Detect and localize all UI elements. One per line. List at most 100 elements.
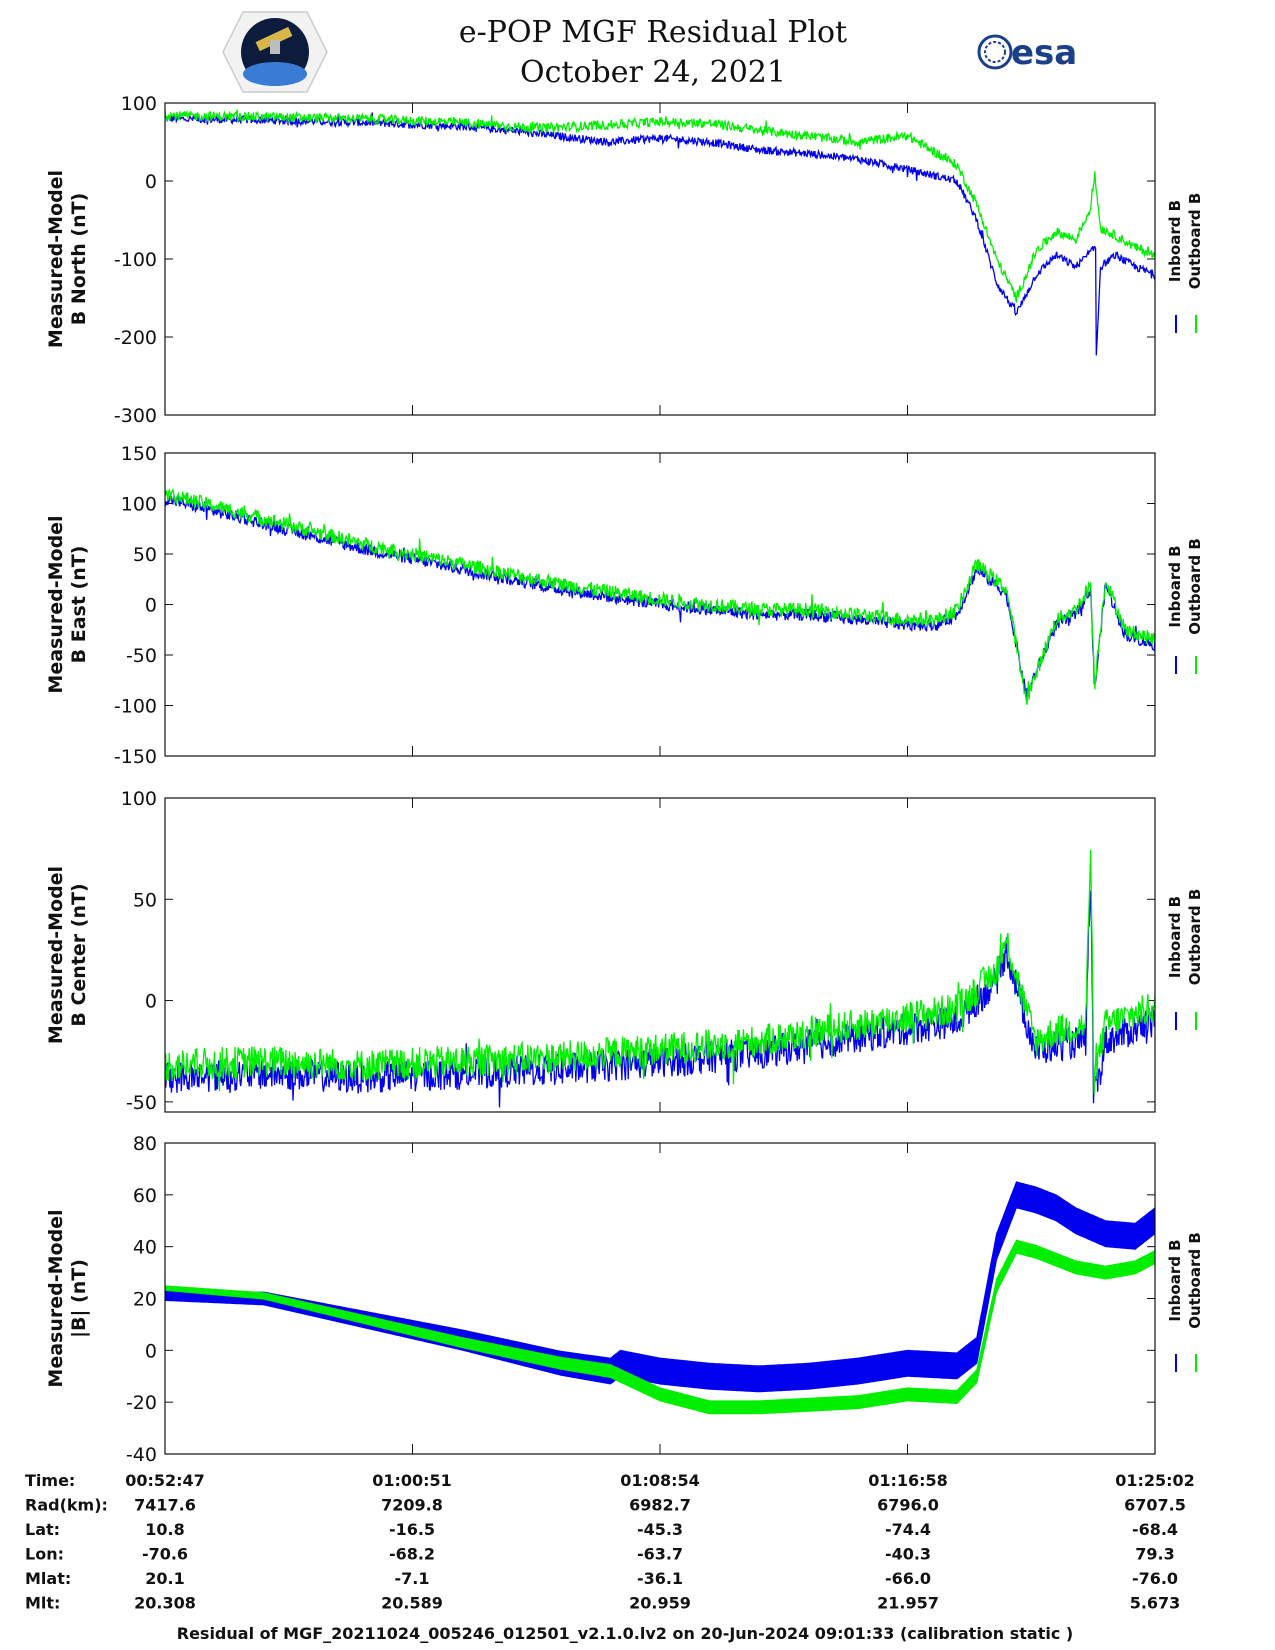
y-tick-label: 60 xyxy=(133,1185,157,1207)
y-axis-label: Measured-Model|B| (nT) xyxy=(45,1209,90,1387)
table-row-label: Mlt: xyxy=(25,1594,60,1613)
series-inboard-band xyxy=(165,1181,1155,1393)
table-cell: 21.957 xyxy=(877,1594,939,1613)
y-axis-label: Measured-ModelB East (nT) xyxy=(45,515,90,693)
y-axis-label-line: B East (nT) xyxy=(68,546,90,664)
legend: Inboard B Outboard B xyxy=(1166,889,1204,1030)
series-inboard-line xyxy=(165,112,1155,356)
table-cell: 20.1 xyxy=(145,1569,184,1588)
legend-label: Inboard B xyxy=(1166,896,1184,978)
footer-note: Residual of MGF_20211024_005246_012501_v… xyxy=(177,1624,1073,1643)
series-outboard-line xyxy=(165,849,1155,1095)
y-tick-label: 0 xyxy=(145,171,157,193)
y-tick-label: 0 xyxy=(145,991,157,1013)
table-cell: 6796.0 xyxy=(877,1496,939,1515)
table-cell: -16.5 xyxy=(389,1520,435,1539)
table-cell: 7209.8 xyxy=(381,1496,443,1515)
series-outboard-line xyxy=(165,109,1155,303)
y-axis-label-line: Measured-Model xyxy=(45,1209,67,1387)
y-axis-label-line: |B| (nT) xyxy=(68,1259,90,1338)
y-tick-label: 150 xyxy=(121,443,157,465)
info-table: Time: 00:52:47 01:00:51 01:08:54 01:16:58 01:… xyxy=(25,1471,1195,1613)
y-tick-label: -150 xyxy=(114,746,157,768)
y-tick-label: 80 xyxy=(133,1133,157,1155)
y-tick-label: 50 xyxy=(133,544,157,566)
table-cell: -7.1 xyxy=(395,1569,430,1588)
legend-label: Outboard B xyxy=(1186,193,1204,290)
table-cell: 00:52:47 xyxy=(125,1471,205,1490)
table-row-label: Lat: xyxy=(25,1520,60,1539)
plot-frame xyxy=(164,452,1156,757)
y-axis-label-line: B Center (nT) xyxy=(68,883,90,1026)
y-tick-label: -40 xyxy=(126,1444,157,1466)
y-tick-label: 0 xyxy=(145,1340,157,1362)
legend-label: Inboard B xyxy=(1166,1239,1184,1321)
y-tick-label: 0 xyxy=(145,595,157,617)
legend: Inboard B Outboard B xyxy=(1166,193,1204,333)
panel-2: 150 100 50 0 -50 -100 -150 Measured-ModelB East… xyxy=(45,443,1204,768)
y-axis-label-line: Measured-Model xyxy=(45,170,67,348)
table-cell: 20.959 xyxy=(629,1594,691,1613)
y-axis-label-line: Measured-Model xyxy=(45,515,67,693)
y-tick-label: -100 xyxy=(114,696,157,718)
table-cell: 6707.5 xyxy=(1124,1496,1186,1515)
legend-label: Outboard B xyxy=(1186,889,1204,986)
table-cell: -66.0 xyxy=(885,1569,931,1588)
y-tick-label: 20 xyxy=(133,1289,157,1311)
legend: Inboard B Outboard B xyxy=(1166,1232,1204,1372)
table-cell: 20.308 xyxy=(134,1594,196,1613)
legend: Inboard B Outboard B xyxy=(1166,538,1204,674)
y-tick-label: 100 xyxy=(121,494,157,516)
y-tick-label: -50 xyxy=(126,645,157,667)
plot-frame xyxy=(164,102,1156,416)
chart-title: e-POP MGF Residual Plot xyxy=(459,15,847,50)
series-outboard-line xyxy=(165,487,1155,705)
y-tick-label: -50 xyxy=(126,1092,157,1114)
table-cell: -45.3 xyxy=(637,1520,683,1539)
y-axis-label-line: Measured-Model xyxy=(45,866,67,1044)
table-cell: 7417.6 xyxy=(134,1496,196,1515)
table-cell: 79.3 xyxy=(1135,1545,1174,1564)
table-cell: -40.3 xyxy=(885,1545,931,1564)
table-cell: 01:16:58 xyxy=(868,1471,948,1490)
panel-4: 80 60 40 20 0 -20 -40 Measured-Model|B| (nT) Inb… xyxy=(45,1133,1204,1466)
esa-logo: esa xyxy=(977,33,1077,73)
legend-label: Outboard B xyxy=(1186,1232,1204,1329)
table-row-label: Time: xyxy=(25,1471,75,1490)
table-cell: -68.4 xyxy=(1132,1520,1178,1539)
satellite-logo xyxy=(222,11,328,93)
panel-1: 100 0 -100 -200 -300 Measured-ModelB North (n… xyxy=(45,93,1204,427)
table-cell: 01:08:54 xyxy=(620,1471,700,1490)
series-group xyxy=(165,109,1155,356)
table-cell: 01:25:02 xyxy=(1115,1471,1195,1490)
y-tick-label: 100 xyxy=(121,788,157,810)
table-cell: 20.589 xyxy=(381,1594,443,1613)
y-tick-label: -300 xyxy=(114,405,157,427)
table-cell: 6982.7 xyxy=(629,1496,691,1515)
table-cell: 5.673 xyxy=(1130,1594,1181,1613)
y-axis-label: Measured-ModelB Center (nT) xyxy=(45,866,90,1044)
table-cell: -63.7 xyxy=(637,1545,683,1564)
series-inboard-line xyxy=(165,890,1155,1108)
series-group xyxy=(165,487,1155,705)
table-row-label: Lon: xyxy=(25,1545,64,1564)
y-tick-label: 50 xyxy=(133,889,157,911)
table-cell: -68.2 xyxy=(389,1545,435,1564)
table-cell: -76.0 xyxy=(1132,1569,1178,1588)
plot-frame xyxy=(164,1142,1156,1455)
chart-subtitle: October 24, 2021 xyxy=(520,55,786,90)
y-tick-label: -20 xyxy=(126,1392,157,1414)
series-outboard-band xyxy=(165,1239,1155,1415)
table-row-label: Mlat: xyxy=(25,1569,71,1588)
legend-label: Inboard B xyxy=(1166,545,1184,627)
table-cell: 01:00:51 xyxy=(372,1471,452,1490)
legend-label: Inboard B xyxy=(1166,200,1184,282)
table-row-label: Rad(km): xyxy=(25,1496,108,1515)
table-cell: -70.6 xyxy=(142,1545,188,1564)
series-group xyxy=(165,849,1155,1108)
panel-3: 100 50 0 -50 Measured-ModelB Center (nT) Inbo… xyxy=(45,788,1204,1114)
y-axis-label-line: B North (nT) xyxy=(68,193,90,326)
y-tick-label: 40 xyxy=(133,1237,157,1259)
